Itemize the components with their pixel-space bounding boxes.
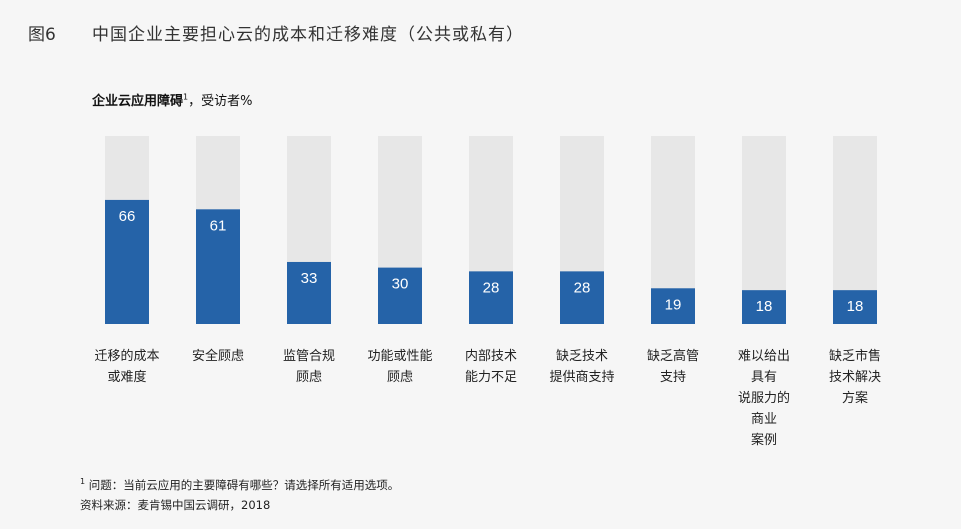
category-label-line: 缺乏市售	[828, 349, 881, 364]
bar	[378, 267, 422, 324]
category-label-line: 说服力的	[737, 391, 790, 406]
chart-title: 中国企业主要担心云的成本和迁移难度（公共或私有）	[92, 25, 524, 45]
bar-value-label: 66	[119, 208, 136, 225]
category-label-line: 提供商支持	[549, 370, 615, 385]
category-label: 监管合规 顾虑	[259, 346, 359, 388]
category-label-line: 具有	[750, 370, 777, 385]
category-label: 功能或性能 顾虑	[350, 346, 450, 388]
category-label: 安全顾虑	[168, 346, 268, 367]
category-label-line: 商业	[750, 412, 777, 427]
figure-label: 图6	[28, 25, 56, 45]
footnote-text: 问题：当前云应用的主要障碍有哪些？请选择所有适用选项。	[85, 478, 400, 492]
category-label-line: 缺乏高管	[646, 349, 699, 364]
category-label-line: 支持	[659, 370, 686, 385]
category-label: 缺乏高管 支持	[623, 346, 723, 388]
subtitle-bold: 企业云应用障碍	[92, 94, 184, 109]
category-label-line: 方案	[841, 391, 868, 406]
bar	[742, 290, 786, 324]
category-label-line: 顾虑	[295, 370, 322, 385]
category-label-line: 或难度	[107, 370, 147, 385]
subtitle-unit: ，受访者%	[188, 94, 253, 109]
category-label-line: 技术解决	[828, 370, 881, 385]
category-label-line: 迁移的成本	[94, 349, 160, 364]
bar-value-label: 18	[847, 298, 864, 315]
category-label-line: 顾虑	[386, 370, 413, 385]
category-label: 难以给出具有说服力的商业案例	[714, 346, 814, 451]
category-label-line: 缺乏技术	[555, 349, 608, 364]
bar-value-label: 28	[483, 279, 500, 296]
footnote-marker: 1	[80, 477, 86, 487]
bar-value-label: 30	[392, 276, 409, 293]
footnote: 1 问题：当前云应用的主要障碍有哪些？请选择所有适用选项。	[80, 477, 399, 493]
category-label-line: 监管合规	[282, 349, 335, 364]
category-label-line: 能力不足	[464, 370, 517, 385]
bar	[105, 199, 149, 324]
source-note: 资料来源：麦肯锡中国云调研，2018	[80, 498, 271, 512]
bar-value-label: 33	[301, 270, 318, 287]
category-label-line: 功能或性能	[367, 349, 433, 364]
bar-value-label: 19	[665, 296, 682, 313]
bar-value-label: 61	[210, 217, 227, 234]
subtitle-footnote-marker: 1	[183, 92, 189, 102]
bar-value-label: 18	[756, 298, 773, 315]
category-label-line: 案例	[750, 433, 777, 448]
category-label: 缺乏技术 提供商支持	[532, 346, 632, 388]
chart-subtitle: 企业云应用障碍1，受访者%	[92, 90, 252, 109]
bar	[651, 288, 695, 324]
category-label-line: 安全顾虑	[191, 349, 244, 364]
bar	[560, 271, 604, 324]
bar	[196, 209, 240, 324]
category-label-line: 内部技术	[464, 349, 517, 364]
category-label-line: 难以给出	[737, 349, 790, 364]
bar	[287, 261, 331, 324]
bar-value-label: 28	[574, 279, 591, 296]
bar	[833, 290, 877, 324]
category-label: 缺乏市售技术解决方案	[805, 346, 905, 409]
bar	[469, 271, 513, 324]
category-label: 内部技术 能力不足	[441, 346, 541, 388]
category-label: 迁移的成本 或难度	[77, 346, 177, 388]
